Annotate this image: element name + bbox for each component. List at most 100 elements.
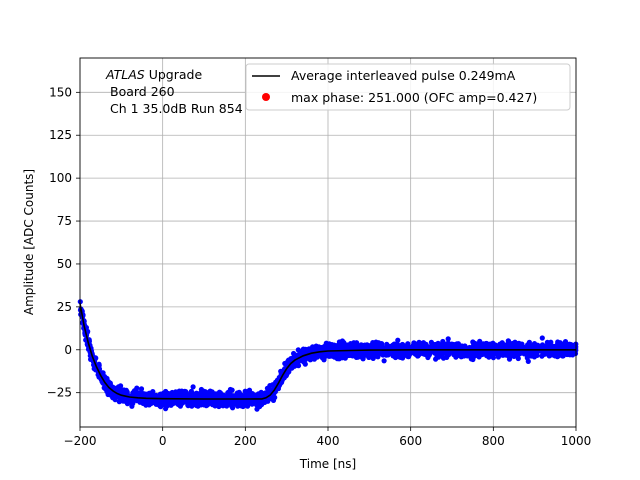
data-point	[125, 400, 131, 406]
data-point	[558, 352, 564, 358]
data-point	[379, 341, 385, 347]
data-point	[169, 389, 175, 396]
data-point	[222, 394, 229, 400]
data-point	[527, 343, 533, 349]
data-point	[258, 393, 264, 399]
data-point	[506, 338, 512, 345]
data-point	[341, 344, 347, 350]
data-point	[226, 391, 232, 397]
data-point	[158, 404, 164, 410]
data-point	[371, 340, 377, 346]
data-point	[507, 346, 513, 352]
data-point	[326, 353, 332, 359]
data-point	[247, 393, 253, 399]
y-tick-label: 25	[57, 300, 72, 314]
data-point	[118, 395, 124, 401]
y-tick-label: 100	[49, 171, 72, 185]
data-point	[235, 400, 241, 406]
data-point	[371, 354, 377, 360]
data-point	[267, 383, 273, 389]
x-tick-label: 400	[317, 434, 340, 448]
data-point	[138, 386, 145, 392]
data-point	[173, 391, 180, 397]
y-tick-label: 0	[64, 343, 72, 357]
data-point	[129, 403, 135, 409]
x-tick-label: 600	[399, 434, 422, 448]
data-point	[228, 401, 235, 407]
data-point	[519, 350, 526, 356]
data-point	[204, 402, 211, 408]
data-point	[486, 342, 492, 348]
data-point	[477, 338, 483, 344]
data-point	[353, 345, 359, 351]
average-pulse-line	[79, 303, 576, 400]
data-point	[146, 390, 152, 396]
data-point	[212, 403, 218, 409]
data-point	[530, 352, 536, 358]
data-point	[443, 343, 449, 349]
data-point	[238, 392, 244, 398]
data-point	[400, 350, 406, 356]
annotation: ATLAS Upgrade Board 260 Ch 1 35.0dB Run …	[105, 67, 243, 116]
data-point	[473, 342, 479, 348]
data-point	[209, 399, 215, 405]
data-point	[455, 341, 461, 347]
data-point	[177, 400, 183, 406]
data-point	[124, 389, 130, 395]
data-point	[142, 393, 148, 399]
data-point	[524, 351, 531, 358]
data-point	[485, 353, 491, 359]
data-point	[440, 338, 446, 345]
data-point	[510, 350, 516, 356]
y-tick-label: 50	[57, 257, 72, 271]
y-tick-label: −25	[47, 386, 72, 400]
data-point	[134, 385, 140, 391]
data-point	[209, 389, 215, 395]
data-point	[305, 354, 312, 360]
data-point	[540, 352, 546, 358]
data-point	[425, 354, 431, 361]
data-point	[354, 340, 360, 346]
x-tick-label: 200	[234, 434, 257, 448]
data-point	[404, 343, 410, 349]
data-point	[366, 350, 372, 356]
data-point	[470, 352, 476, 358]
data-point	[445, 336, 451, 342]
data-point	[339, 338, 345, 344]
y-tick-label: 150	[49, 85, 72, 99]
data-point	[552, 353, 558, 359]
legend: Average interleaved pulse 0.249mA max ph…	[245, 63, 571, 111]
x-axis-ticks: −200 0 200 400 600 800 1000	[64, 427, 591, 448]
annotation-line-3: Ch 1 35.0dB Run 854	[110, 101, 243, 116]
annotation-line-2: Board 260	[110, 84, 175, 99]
data-point	[292, 362, 298, 369]
data-point	[498, 349, 504, 355]
data-point	[110, 395, 116, 401]
data-point	[417, 340, 423, 346]
data-point	[178, 390, 184, 396]
data-point	[168, 401, 175, 407]
data-point	[560, 341, 566, 347]
data-point	[257, 403, 263, 410]
data-point	[114, 386, 121, 392]
data-point	[539, 335, 545, 341]
data-point	[301, 349, 307, 355]
y-tick-label: 125	[49, 128, 72, 142]
data-point	[245, 389, 251, 395]
data-point	[189, 400, 195, 406]
data-point	[525, 358, 531, 364]
data-point	[358, 343, 364, 349]
data-point	[308, 346, 314, 353]
data-point	[252, 399, 258, 405]
data-point	[258, 399, 264, 405]
data-point	[491, 351, 497, 358]
annotation-line-1: ATLAS Upgrade	[105, 67, 202, 82]
data-point	[405, 354, 411, 360]
x-axis-label: Time [ns]	[299, 457, 356, 471]
data-point	[147, 401, 154, 407]
data-point	[266, 387, 272, 393]
data-point	[381, 349, 387, 356]
data-point	[217, 391, 223, 397]
y-axis-label: Amplitude [ADC Counts]	[22, 169, 36, 315]
data-point	[391, 353, 397, 359]
